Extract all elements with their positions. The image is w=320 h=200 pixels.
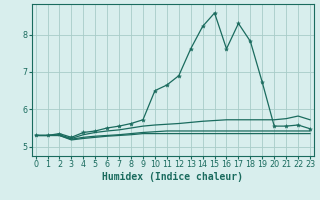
X-axis label: Humidex (Indice chaleur): Humidex (Indice chaleur): [102, 172, 243, 182]
